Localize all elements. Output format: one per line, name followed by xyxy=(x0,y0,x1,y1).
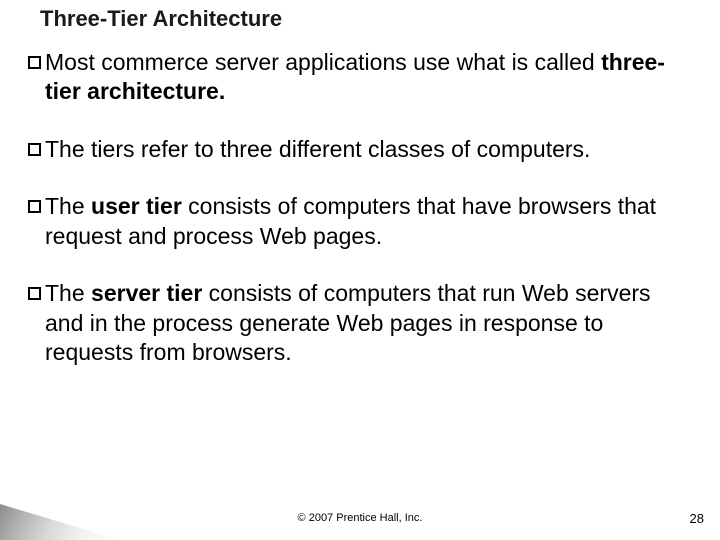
square-bullet-icon xyxy=(28,287,41,300)
bullet-pre: Most commerce server applications use wh… xyxy=(45,49,601,75)
page-number: 28 xyxy=(690,511,704,526)
bullet-text: Most commerce server applications use wh… xyxy=(45,48,692,107)
slide-body: Most commerce server applications use wh… xyxy=(28,48,692,396)
slide-title: Three-Tier Architecture xyxy=(40,6,282,32)
bullet-bold: user tier xyxy=(91,193,182,219)
square-bullet-icon xyxy=(28,200,41,213)
corner-accent-decoration xyxy=(0,504,120,540)
square-bullet-icon xyxy=(28,56,41,69)
bullet-pre: The xyxy=(45,193,91,219)
bullet-bold: server tier xyxy=(91,280,202,306)
bullet-text: The tiers refer to three different class… xyxy=(45,135,692,164)
bullet-item: Most commerce server applications use wh… xyxy=(28,48,692,107)
bullet-pre: The xyxy=(45,280,91,306)
bullet-text: The server tier consists of computers th… xyxy=(45,279,692,367)
bullet-item: The tiers refer to three different class… xyxy=(28,135,692,164)
bullet-pre: The tiers refer to three different class… xyxy=(45,136,590,162)
bullet-item: The user tier consists of computers that… xyxy=(28,192,692,251)
bullet-item: The server tier consists of computers th… xyxy=(28,279,692,367)
bullet-text: The user tier consists of computers that… xyxy=(45,192,692,251)
slide: Three-Tier Architecture Most commerce se… xyxy=(0,0,720,540)
square-bullet-icon xyxy=(28,143,41,156)
